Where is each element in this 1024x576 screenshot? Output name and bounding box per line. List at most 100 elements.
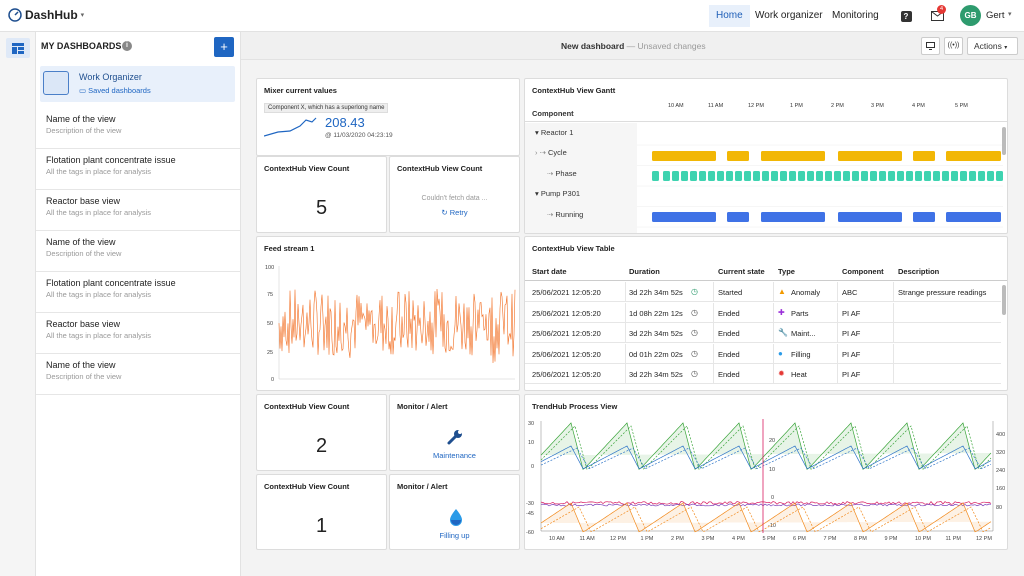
gantt-bar-cycle[interactable]: [913, 151, 935, 161]
info-icon[interactable]: i: [122, 41, 132, 51]
gantt-bar-phase[interactable]: [852, 171, 859, 181]
resize-handle[interactable]: [235, 287, 243, 319]
list-item[interactable]: Flotation plant concentrate issue All the…: [36, 272, 240, 313]
app-logo[interactable]: DashHub ▾: [8, 8, 84, 22]
gantt-bar-phase[interactable]: [652, 171, 659, 181]
gantt-bar-phase[interactable]: [807, 171, 814, 181]
gantt-bar-phase[interactable]: [672, 171, 679, 181]
gantt-bar-phase[interactable]: [969, 171, 976, 181]
gantt-bar-phase[interactable]: [834, 171, 841, 181]
gantt-bar-phase[interactable]: [843, 171, 850, 181]
gantt-bar-phase[interactable]: [897, 171, 904, 181]
chevron-down-icon[interactable]: ▾: [80, 12, 85, 19]
widget-count-1[interactable]: ContextHub View Count 5: [256, 156, 387, 233]
gantt-bar-phase[interactable]: [798, 171, 805, 181]
add-dashboard-button[interactable]: +: [214, 37, 234, 57]
nav-monitoring[interactable]: Monitoring: [832, 10, 879, 21]
widget-count-2[interactable]: ContextHub View Count 2: [256, 394, 387, 471]
list-item[interactable]: Reactor base view All the tags in place f…: [36, 190, 240, 231]
gantt-row-phase[interactable]: ⇢ Phase: [547, 169, 577, 178]
widget-trend[interactable]: TrendHub Process View 30 10 0 -30 -45 -6…: [524, 394, 1008, 550]
gantt-bar-phase[interactable]: [663, 171, 670, 181]
gantt-bar-phase[interactable]: [825, 171, 832, 181]
gantt-bar-running[interactable]: [946, 212, 1001, 222]
gantt-bar-phase[interactable]: [951, 171, 958, 181]
widget-gantt[interactable]: ContextHub View Gantt Component 10 AM 11…: [524, 78, 1008, 234]
gantt-bar-phase[interactable]: [879, 171, 886, 181]
gantt-bar-running[interactable]: [838, 212, 902, 222]
gantt-bar-phase[interactable]: [924, 171, 931, 181]
table-scrollbar[interactable]: [1002, 285, 1006, 315]
gantt-bar-running[interactable]: [652, 212, 716, 222]
gantt-bar-cycle[interactable]: [838, 151, 902, 161]
user-name[interactable]: Gert: [986, 10, 1005, 21]
gantt-bar-running[interactable]: [727, 212, 749, 222]
gantt-bar-cycle[interactable]: [727, 151, 749, 161]
widget-monitor-filling[interactable]: Monitor / Alert Filling up: [389, 474, 520, 550]
gantt-bar-phase[interactable]: [816, 171, 823, 181]
gantt-bar-phase[interactable]: [681, 171, 688, 181]
list-item[interactable]: Flotation plant concentrate issue All the…: [36, 149, 240, 190]
gantt-bar-phase[interactable]: [780, 171, 787, 181]
col-duration[interactable]: Duration: [629, 267, 660, 276]
gantt-bar-phase[interactable]: [996, 171, 1003, 181]
gantt-bar-phase[interactable]: [906, 171, 913, 181]
table-row[interactable]: 25/06/2021 12:05:20 3d 22h 34m 52s Ended He…: [525, 364, 1001, 384]
gantt-bar-phase[interactable]: [933, 171, 940, 181]
col-state[interactable]: Current state: [718, 267, 765, 276]
gantt-bar-cycle[interactable]: [761, 151, 825, 161]
gantt-scrollbar[interactable]: [1002, 127, 1006, 155]
monitor-icon[interactable]: [921, 37, 940, 55]
gantt-bar-phase[interactable]: [726, 171, 733, 181]
widget-monitor-maintenance[interactable]: Monitor / Alert Maintenance: [389, 394, 520, 471]
actions-dropdown[interactable]: Actions ▾: [967, 37, 1018, 55]
table-row[interactable]: 25/06/2021 12:05:20 0d 01h 22m 02s Ended Fi…: [525, 343, 1001, 364]
col-description[interactable]: Description: [898, 267, 940, 276]
gantt-bar-phase[interactable]: [960, 171, 967, 181]
gantt-bar-running[interactable]: [761, 212, 825, 222]
gantt-bar-phase[interactable]: [699, 171, 706, 181]
widget-count-3[interactable]: ContextHub View Count 1: [256, 474, 387, 550]
col-type[interactable]: Type: [778, 267, 795, 276]
gantt-bar-phase[interactable]: [735, 171, 742, 181]
gantt-bar-running[interactable]: [913, 212, 935, 222]
list-item[interactable]: Name of the view Description of the view: [36, 108, 240, 149]
col-component[interactable]: Component: [842, 267, 884, 276]
gantt-bar-phase[interactable]: [708, 171, 715, 181]
gantt-bar-cycle[interactable]: [946, 151, 1001, 161]
retry-button[interactable]: ↻ Retry: [390, 208, 519, 217]
saved-dashboards-link[interactable]: ▭ Saved dashboards: [79, 86, 151, 95]
gantt-bar-phase[interactable]: [870, 171, 877, 181]
nav-work-organizer[interactable]: Work organizer: [755, 10, 823, 21]
help-icon[interactable]: ?: [897, 7, 915, 25]
gantt-row-cycle[interactable]: › ⇢ Cycle: [535, 148, 567, 157]
broadcast-icon[interactable]: ((•)): [944, 37, 963, 55]
gantt-bar-phase[interactable]: [888, 171, 895, 181]
list-item[interactable]: Reactor base view All the tags in place f…: [36, 313, 240, 354]
gantt-bar-phase[interactable]: [771, 171, 778, 181]
folder-work-organizer[interactable]: Work Organizer ▭ Saved dashboards: [40, 66, 235, 102]
user-avatar[interactable]: GB: [960, 5, 981, 26]
list-item[interactable]: Name of the view Description of the view: [36, 231, 240, 272]
widget-feed-stream[interactable]: Feed stream 1 100 75 50 25 0: [256, 236, 520, 391]
gantt-bar-phase[interactable]: [915, 171, 922, 181]
widget-count-error[interactable]: ContextHub View Count Couldn't fetch dat…: [389, 156, 520, 233]
dashboards-icon[interactable]: [6, 38, 30, 58]
gantt-bar-phase[interactable]: [717, 171, 724, 181]
gantt-bar-phase[interactable]: [978, 171, 985, 181]
gantt-bar-phase[interactable]: [762, 171, 769, 181]
gantt-row-reactor[interactable]: ▾ Reactor 1: [535, 128, 573, 137]
gantt-bar-phase[interactable]: [744, 171, 751, 181]
gantt-bar-phase[interactable]: [789, 171, 796, 181]
gantt-bar-phase[interactable]: [987, 171, 994, 181]
table-row[interactable]: 25/06/2021 12:05:20 3d 22h 34m 52s Started…: [525, 282, 1001, 302]
user-menu-chevron-icon[interactable]: ▾: [1008, 11, 1012, 18]
mail-icon[interactable]: 4: [928, 5, 946, 25]
gantt-bar-cycle[interactable]: [652, 151, 716, 161]
widget-table[interactable]: ContextHub View Table Start date Duratio…: [524, 236, 1008, 391]
nav-home[interactable]: Home: [709, 5, 750, 27]
gantt-bar-phase[interactable]: [753, 171, 760, 181]
widget-mixer[interactable]: Mixer current values Component X, which …: [256, 78, 520, 156]
table-row[interactable]: 25/06/2021 12:05:20 3d 22h 34m 52s Ended Ma…: [525, 323, 1001, 343]
col-start-date[interactable]: Start date: [532, 267, 567, 276]
